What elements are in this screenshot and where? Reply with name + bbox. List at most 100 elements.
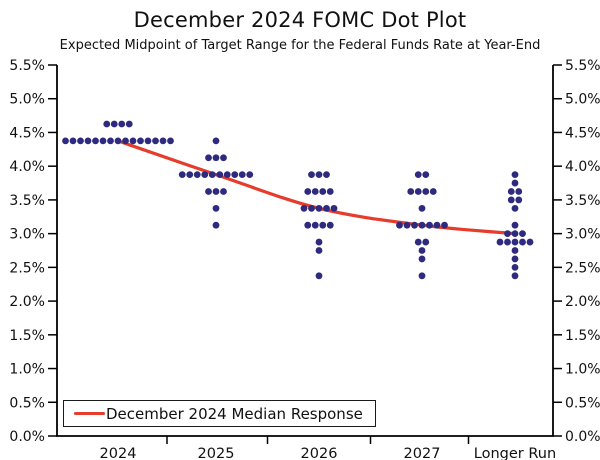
dot	[504, 230, 511, 238]
dot	[201, 171, 209, 179]
y-tick-label-left: 5.5%	[9, 58, 45, 74]
dot	[426, 221, 433, 229]
y-tick-label-left: 0.0%	[9, 429, 45, 445]
dot	[330, 204, 338, 212]
dot	[315, 171, 323, 179]
x-category-label: 2027	[404, 446, 441, 460]
dot	[511, 230, 519, 238]
dot	[137, 137, 144, 145]
dot	[77, 137, 84, 145]
dot	[238, 171, 246, 179]
dot	[193, 171, 201, 179]
y-tick-label-left: 0.5%	[9, 395, 45, 411]
dot	[118, 120, 126, 128]
dot	[323, 171, 330, 179]
dot	[304, 221, 312, 229]
dot	[414, 238, 422, 246]
dot	[414, 171, 422, 179]
dot	[178, 171, 186, 179]
median-line-swatch	[74, 411, 105, 416]
dot	[69, 137, 77, 145]
dot	[223, 171, 231, 179]
x-category-label: 2024	[100, 446, 137, 460]
dot	[429, 188, 437, 195]
dot	[418, 221, 426, 229]
dot	[304, 188, 312, 195]
dot	[205, 188, 212, 195]
dot	[311, 188, 319, 195]
dot	[326, 221, 334, 229]
dot	[418, 255, 426, 263]
dot	[311, 221, 319, 229]
dot	[422, 238, 430, 246]
dot	[212, 154, 220, 162]
dot	[422, 188, 430, 195]
dot	[308, 171, 315, 179]
dot	[114, 137, 122, 145]
dot	[526, 238, 534, 246]
y-tick-label-right: 3.5%	[565, 193, 600, 209]
dot	[186, 171, 194, 179]
y-tick-label-right: 0.0%	[565, 429, 600, 445]
dot	[319, 221, 327, 229]
dot	[99, 137, 107, 145]
dot	[208, 171, 216, 179]
dot	[125, 120, 133, 128]
legend-label: December 2024 Median Response	[106, 404, 363, 423]
chart-title: December 2024 FOMC Dot Plot	[133, 8, 467, 32]
dot	[407, 188, 415, 195]
dot	[315, 272, 323, 280]
dot	[92, 137, 99, 145]
dot	[315, 238, 323, 246]
x-category-label: 2026	[301, 446, 338, 460]
dot	[422, 171, 430, 179]
dot	[511, 221, 519, 229]
dot	[110, 120, 118, 128]
dot	[496, 238, 504, 246]
y-tick-label-left: 4.0%	[9, 159, 45, 175]
x-category-label: 2025	[198, 446, 235, 460]
dot	[167, 137, 174, 145]
dot	[308, 204, 315, 212]
y-tick-label-left: 3.0%	[9, 227, 45, 243]
dot	[511, 204, 519, 212]
dot	[231, 171, 239, 179]
dot	[511, 238, 519, 246]
dot	[515, 196, 523, 204]
y-tick-label-right: 5.0%	[565, 92, 600, 108]
y-tick-label-right: 2.0%	[565, 294, 600, 310]
y-tick-label-left: 1.0%	[9, 362, 45, 378]
y-tick-label-left: 4.5%	[9, 125, 45, 141]
y-tick-label-right: 3.0%	[565, 227, 600, 243]
dot	[319, 188, 327, 195]
dot	[326, 188, 334, 195]
dot	[511, 247, 519, 254]
dot	[315, 204, 323, 212]
dot	[418, 272, 426, 280]
y-tick-label-right: 5.5%	[565, 58, 600, 74]
dot	[323, 204, 330, 212]
dot	[212, 188, 220, 195]
y-tick-label-right: 4.0%	[565, 159, 600, 175]
y-tick-label-left: 2.5%	[9, 260, 45, 276]
dot	[504, 238, 511, 246]
dot	[511, 171, 519, 179]
median-line	[116, 139, 517, 236]
dot	[152, 137, 159, 145]
dot	[418, 247, 426, 254]
dot	[212, 221, 220, 229]
dot	[205, 154, 212, 162]
y-tick-label-right: 0.5%	[565, 395, 600, 411]
dot	[414, 188, 422, 195]
dot	[507, 196, 515, 204]
dot	[519, 238, 526, 246]
dot	[212, 137, 220, 145]
dot	[220, 154, 227, 162]
legend: December 2024 Median Response	[63, 400, 376, 427]
y-tick-label-right: 2.5%	[565, 260, 600, 276]
dot	[84, 137, 92, 145]
dot	[107, 137, 114, 145]
dot	[220, 188, 227, 195]
